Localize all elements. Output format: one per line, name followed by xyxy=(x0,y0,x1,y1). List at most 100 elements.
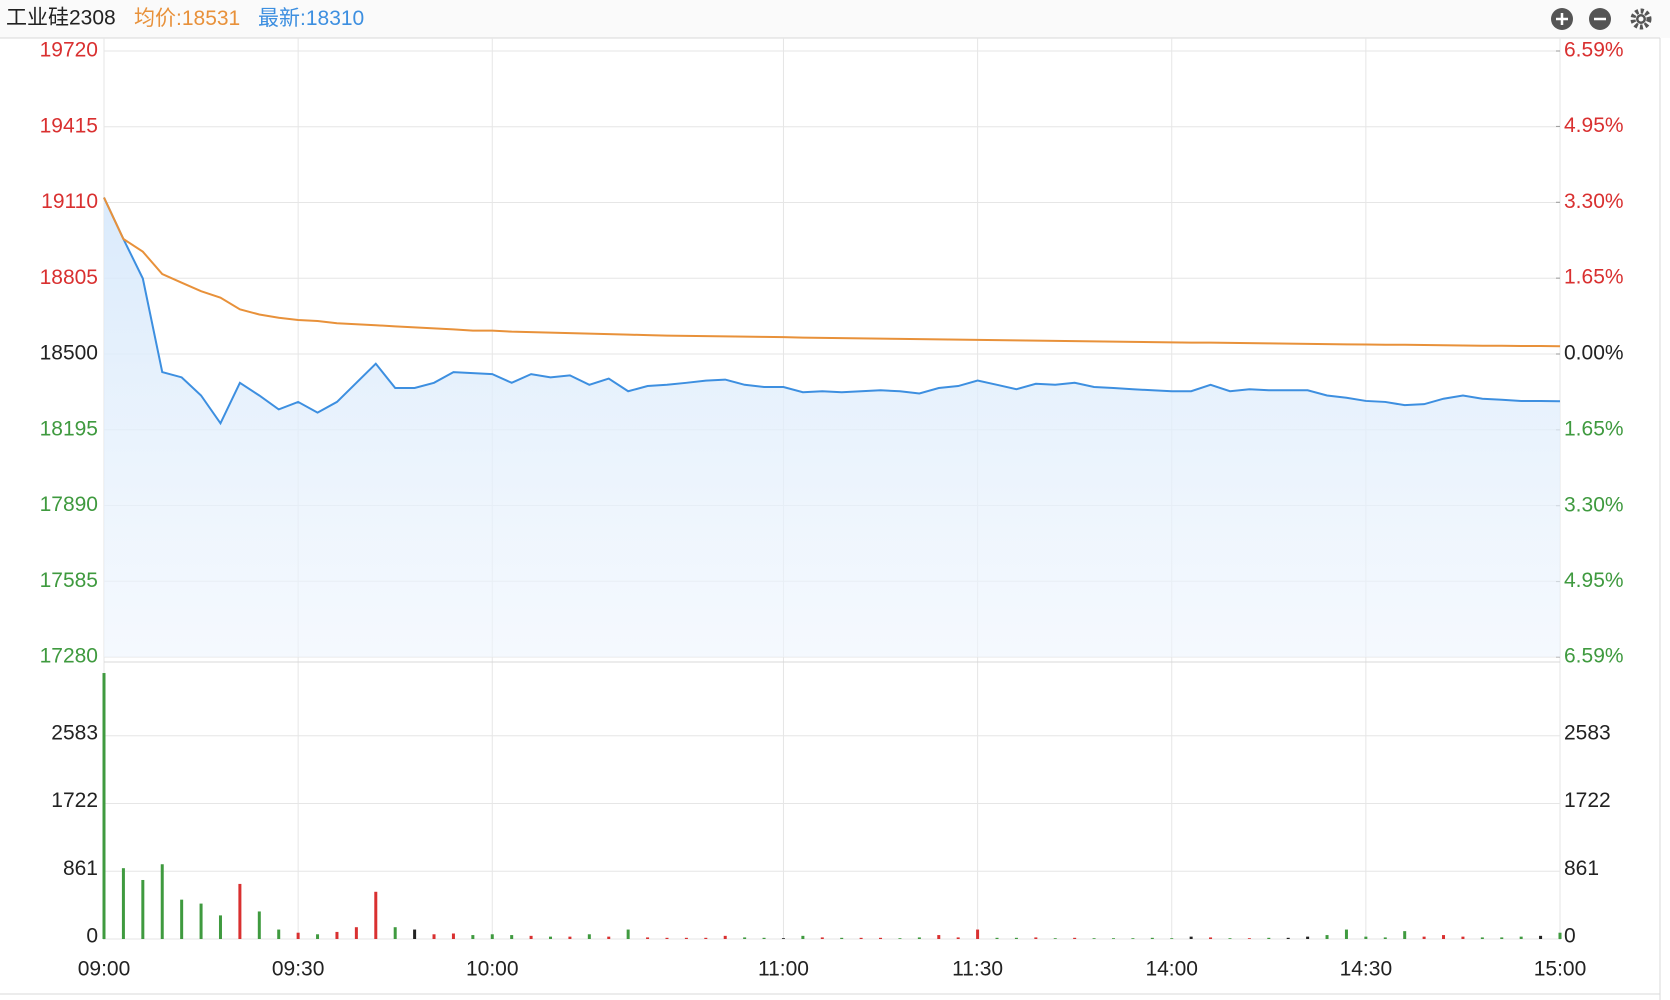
volume-bar xyxy=(646,937,650,939)
volume-bar xyxy=(704,937,708,939)
volume-bar xyxy=(665,937,669,939)
volume-bar xyxy=(316,934,320,939)
volume-tick-label-right: 1722 xyxy=(1564,789,1611,812)
symbol: 工业硅2308 xyxy=(6,7,116,30)
x-tick-label: 14:30 xyxy=(1340,958,1393,981)
y-tick-label: 17280 xyxy=(40,645,98,668)
volume-bar xyxy=(801,935,805,939)
volume-tick-label-right: 2583 xyxy=(1564,721,1611,744)
volume-bar xyxy=(859,937,863,939)
avg-price: 均价:18531 xyxy=(134,7,240,30)
volume-bar xyxy=(1170,938,1174,939)
volume-bar xyxy=(102,673,106,939)
y-tick-label: 19720 xyxy=(40,39,98,62)
x-tick-label: 11:00 xyxy=(758,958,809,981)
volume-bar xyxy=(1480,937,1484,939)
volume-bar xyxy=(471,935,475,939)
volume-bar xyxy=(1539,935,1543,939)
volume-bar xyxy=(684,937,688,939)
volume-bar xyxy=(141,879,145,939)
volume-bar xyxy=(956,937,960,939)
volume-bar xyxy=(296,932,300,939)
volume-bar xyxy=(568,936,572,939)
volume-bar xyxy=(1014,937,1018,939)
last-price: 最新:18310 xyxy=(258,7,364,30)
volume-bar xyxy=(1500,937,1504,939)
volume-bar xyxy=(607,936,611,939)
volume-bar xyxy=(490,934,494,939)
volume-bar xyxy=(1461,936,1465,939)
volume-bar xyxy=(432,934,436,939)
volume-bar xyxy=(917,937,921,939)
volume-bar xyxy=(1403,931,1407,939)
settings-button[interactable] xyxy=(1630,8,1652,30)
volume-bar xyxy=(1150,937,1154,939)
x-tick-label: 09:00 xyxy=(78,958,131,981)
volume-bar xyxy=(393,927,397,939)
y-tick-label: 18500 xyxy=(40,342,98,365)
volume-bar xyxy=(218,915,222,939)
volume-bar xyxy=(1325,935,1329,939)
y2-tick-label: 4.95% xyxy=(1564,114,1624,137)
x-tick-label: 10:00 xyxy=(466,958,519,981)
x-tick-label: 15:00 xyxy=(1534,958,1587,981)
volume-bar xyxy=(1073,937,1077,939)
volume-bar xyxy=(937,935,941,939)
volume-bar xyxy=(180,899,184,939)
volume-tick-label: 1722 xyxy=(51,789,98,812)
volume-bar xyxy=(121,868,125,939)
volume-bar xyxy=(1228,938,1232,939)
volume-bar xyxy=(1558,932,1562,939)
volume-bar xyxy=(743,937,747,939)
volume-bar xyxy=(1267,937,1271,939)
y-tick-label: 17585 xyxy=(40,569,98,592)
y2-tick-label: 1.65% xyxy=(1564,417,1624,440)
volume-bar xyxy=(1442,935,1446,939)
volume-bar xyxy=(1364,936,1368,939)
volume-bar xyxy=(781,938,785,939)
volume-bar xyxy=(1034,937,1038,939)
zoom-in-button[interactable] xyxy=(1551,8,1573,30)
volume-bar xyxy=(1344,929,1348,939)
y2-tick-label: 3.30% xyxy=(1564,190,1624,213)
volume-bar xyxy=(277,929,281,939)
volume-bar xyxy=(840,937,844,939)
y-tick-label: 17890 xyxy=(40,493,98,516)
volume-bar xyxy=(762,937,766,939)
volume-bar xyxy=(1519,936,1523,939)
volume-bar xyxy=(451,933,455,939)
volume-bar xyxy=(1053,938,1057,939)
x-tick-label: 09:30 xyxy=(272,958,325,981)
volume-bar xyxy=(354,927,358,939)
avg-value: 18531 xyxy=(182,7,240,30)
volume-bar xyxy=(1189,936,1193,939)
y-tick-label: 18195 xyxy=(40,417,98,440)
series-line xyxy=(103,197,1561,426)
volume-bar xyxy=(879,937,883,939)
volume-bar xyxy=(510,935,514,939)
volume-bar xyxy=(413,929,417,939)
volume-bar xyxy=(898,938,902,939)
volume-bar xyxy=(1131,938,1135,939)
y-tick-label: 19415 xyxy=(40,114,98,137)
volume-bar xyxy=(160,864,164,939)
volume-tick-label: 0 xyxy=(86,925,98,948)
y2-tick-label: 4.95% xyxy=(1564,569,1624,592)
volume-bar xyxy=(529,935,533,939)
volume-bar xyxy=(199,903,203,939)
volume-bar xyxy=(1422,936,1426,939)
y-tick-label: 18805 xyxy=(40,266,98,289)
volume-tick-label: 861 xyxy=(63,857,98,880)
price-area xyxy=(104,197,1560,658)
y2-tick-label: 0.00% xyxy=(1564,342,1624,365)
volume-bar xyxy=(238,883,242,939)
series-line xyxy=(103,197,1561,348)
y2-tick-label: 3.30% xyxy=(1564,493,1624,516)
avg-label: 均价: xyxy=(134,7,182,30)
volume-bar xyxy=(723,935,727,939)
y-tick-label: 19110 xyxy=(41,190,98,213)
volume-bar xyxy=(587,934,591,939)
volume-bar xyxy=(820,937,824,939)
zoom-out-button[interactable] xyxy=(1589,8,1611,30)
